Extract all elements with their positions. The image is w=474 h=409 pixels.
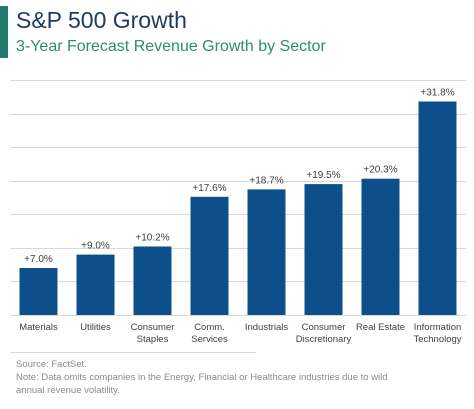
- data-label: +20.3%: [363, 165, 397, 176]
- bar: [361, 178, 400, 315]
- category-label-line: Consumer: [131, 322, 175, 333]
- footnote-line-1: Note: Data omits companies in the Energy…: [16, 372, 388, 383]
- data-label: +17.6%: [192, 183, 226, 194]
- data-label: +9.0%: [81, 241, 110, 252]
- category-label: Information Technology: [413, 322, 461, 345]
- category-label-line: Materials: [19, 322, 58, 333]
- bar: [247, 189, 286, 315]
- category-label: Industrials: [245, 322, 289, 333]
- category-label: Real Estate: [356, 322, 405, 333]
- data-label: +18.7%: [249, 175, 283, 186]
- category-label: Consumer Discretionary: [296, 322, 352, 345]
- data-label: +10.2%: [135, 233, 169, 244]
- data-label: +7.0%: [24, 254, 53, 265]
- category-label-line: Industrials: [245, 322, 289, 333]
- bar: [418, 101, 457, 315]
- category-label-line: Real Estate: [356, 322, 405, 333]
- category-label-line: Discretionary: [296, 334, 352, 345]
- bar: [76, 254, 115, 315]
- category-label-line: Comm.: [194, 322, 225, 333]
- category-label-line: Technology: [413, 334, 461, 345]
- category-label-line: Utilities: [80, 322, 111, 333]
- bar: [19, 268, 58, 315]
- footnote-line-2: annual revenue volatility.: [16, 385, 120, 396]
- accent-bar: [0, 6, 8, 58]
- data-label: +31.8%: [420, 88, 454, 99]
- chart-subtitle: 3-Year Forecast Revenue Growth by Sector: [16, 38, 326, 55]
- data-labels: +7.0% +9.0% +10.2% +17.6% +18.7% +19.5% +20.3%…: [24, 88, 455, 266]
- category-label-line: Consumer: [302, 322, 346, 333]
- source-note: Source: FactSet.: [16, 359, 87, 370]
- data-label: +19.5%: [306, 170, 340, 181]
- bars: [19, 101, 457, 315]
- bar: [304, 184, 343, 315]
- category-label-line: Services: [191, 334, 228, 345]
- category-label-line: Information: [414, 322, 462, 333]
- category-label: Comm. Services: [191, 322, 228, 345]
- bar: [190, 196, 229, 315]
- category-label: Consumer Staples: [131, 322, 175, 345]
- chart-title: S&P 500 Growth: [16, 7, 187, 33]
- category-label: Materials: [19, 322, 58, 333]
- category-label-line: Staples: [137, 334, 169, 345]
- category-label: Utilities: [80, 322, 111, 333]
- bar: [133, 246, 172, 315]
